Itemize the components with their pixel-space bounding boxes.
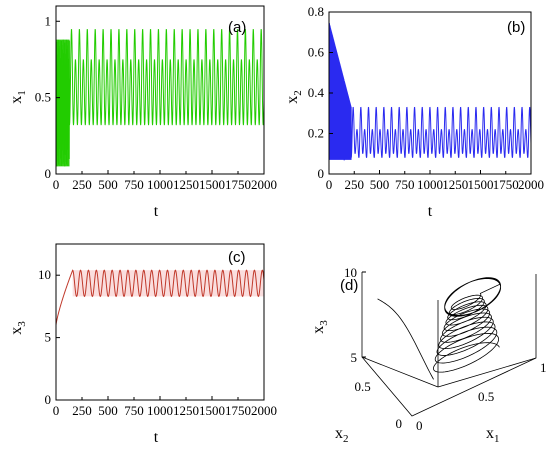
panel-d-xlabel: x1 bbox=[486, 425, 500, 445]
panel-b-xtick-label: 2000 bbox=[518, 177, 544, 192]
panel-a-xtick-label: 1500 bbox=[199, 177, 225, 192]
panel-d-floor-front bbox=[361, 356, 537, 417]
panel-b-ylabel-subscript: 2 bbox=[292, 90, 304, 96]
panel-c-xtick-label: 2000 bbox=[251, 403, 277, 418]
panel-d-zlabel: x3 bbox=[310, 320, 330, 334]
panel-a-ytick-label: 0 bbox=[45, 166, 52, 181]
panel-d-ylabel: x2 bbox=[335, 425, 349, 445]
panel-b-xtick-label: 1000 bbox=[417, 177, 443, 192]
panel-c-label: (c) bbox=[228, 249, 246, 266]
panel-b-xtick-label: 1500 bbox=[468, 177, 494, 192]
panel-a-ytick-label: 1 bbox=[45, 13, 52, 28]
panel-a-ytick-label: 0.5 bbox=[35, 90, 51, 105]
panel-b-ticks: 0 500 1000 1500 2000 250 750 1250 1750 0 0.2 0.4 0.6… bbox=[308, 4, 544, 192]
panel-b-plot bbox=[328, 22, 532, 161]
panel-d-initial-curve bbox=[377, 298, 434, 380]
panel-d-label: (d) bbox=[340, 277, 358, 294]
panel-d-back-edge-left bbox=[361, 272, 439, 388]
panel-d-trajectory-line bbox=[432, 277, 502, 373]
panel-a-xtick-minor-label: 250 bbox=[72, 177, 92, 192]
panel-c-xtick-minor-label: 1750 bbox=[225, 403, 251, 418]
panel-b-xtick-label: 500 bbox=[370, 177, 390, 192]
panel-d-xtick-label: 1 bbox=[540, 360, 547, 375]
svg-text:x2: x2 bbox=[284, 90, 304, 104]
svg-text:x3: x3 bbox=[310, 320, 330, 334]
panel-b-ytick-label: 0.2 bbox=[308, 126, 324, 141]
panel-a-ylabel-subscript: 1 bbox=[16, 90, 28, 96]
panel-b-xtick-minor-label: 1250 bbox=[442, 177, 468, 192]
panel-a-xtick-minor-label: 1750 bbox=[225, 177, 251, 192]
panel-d-zlabel-subscript: 3 bbox=[318, 320, 330, 326]
panel-d-ticks: 5 10 0 0.5 0 0.5 1 bbox=[344, 265, 547, 433]
panel-d-xlabel-subscript: 1 bbox=[494, 433, 500, 445]
panel-d-xtick-label: 0.5 bbox=[478, 389, 494, 404]
svg-text:x3: x3 bbox=[8, 321, 28, 335]
panel-a-xtick-label: 500 bbox=[98, 177, 118, 192]
panel-c-ylabel: x3 bbox=[8, 321, 28, 335]
panel-c-xtick-minor-label: 250 bbox=[72, 403, 92, 418]
panel-c-xtick-minor-label: 750 bbox=[124, 403, 144, 418]
panel-d-ytick-label: 0.5 bbox=[355, 379, 371, 394]
panel-c: 0 500 1000 1500 2000 250 750 1250 1750 0 5 10 (c) t… bbox=[8, 243, 277, 446]
panel-d-ylabel-subscript: 2 bbox=[343, 433, 349, 445]
panel-a-xtick-minor-label: 1250 bbox=[173, 177, 199, 192]
panel-d-trajectory bbox=[377, 277, 502, 380]
panel-b: 0 500 1000 1500 2000 250 750 1250 1750 0 0.2 0.4 0.6… bbox=[284, 4, 544, 220]
panel-c-plot bbox=[55, 269, 265, 326]
panel-b-ylabel: x2 bbox=[284, 90, 304, 104]
panel-b-series-line bbox=[328, 22, 532, 161]
panel-d-xtick-label: 0 bbox=[416, 418, 423, 433]
panel-b-xtick-minor-label: 750 bbox=[395, 177, 415, 192]
panel-a-series-line bbox=[55, 29, 265, 167]
panel-b-ytick-label: 0 bbox=[318, 166, 325, 181]
panel-b-ytick-label: 0.4 bbox=[308, 85, 325, 100]
panel-b-label: (b) bbox=[507, 19, 525, 36]
panel-c-ytick-label: 5 bbox=[45, 330, 52, 345]
panel-a-ticks: 0 500 1000 1500 2000 250 750 1250 1750 0 0.5 1 bbox=[35, 13, 277, 192]
panel-c-frame bbox=[55, 243, 265, 401]
panel-a-xtick-minor-label: 750 bbox=[124, 177, 144, 192]
panel-c-xtick-label: 500 bbox=[98, 403, 118, 418]
panel-d: 5 10 0 0.5 0 0.5 1 (d) x3 x2 x1 bbox=[310, 265, 547, 445]
panel-d-ztick-label: 5 bbox=[351, 350, 358, 365]
svg-text:x1: x1 bbox=[8, 90, 28, 104]
panel-c-xtick-minor-label: 1250 bbox=[173, 403, 199, 418]
panel-d-ytick-label: 0 bbox=[396, 416, 403, 431]
panel-c-xlabel: t bbox=[154, 429, 159, 446]
panel-a-xlabel: t bbox=[154, 203, 159, 220]
panel-c-xtick-label: 1000 bbox=[147, 403, 173, 418]
panel-c-ytick-label: 0 bbox=[45, 392, 52, 407]
panel-a-label: (a) bbox=[228, 19, 246, 36]
panel-c-ytick-label: 10 bbox=[38, 267, 51, 282]
panel-a-plot bbox=[55, 29, 265, 167]
panel-c-series-line bbox=[55, 269, 265, 326]
panel-a-ylabel: x1 bbox=[8, 90, 28, 104]
panel-b-ytick-label: 0.6 bbox=[308, 45, 325, 60]
panel-a-xtick-label: 0 bbox=[53, 177, 60, 192]
panel-b-xlabel: t bbox=[428, 203, 433, 220]
panel-a-xtick-label: 2000 bbox=[251, 177, 277, 192]
panel-b-ytick-label: 0.8 bbox=[308, 4, 324, 19]
panel-c-ticks: 0 500 1000 1500 2000 250 750 1250 1750 0 5 10 bbox=[38, 267, 277, 418]
panel-c-xtick-label: 0 bbox=[53, 403, 60, 418]
panel-c-xtick-label: 1500 bbox=[199, 403, 225, 418]
panel-d-box bbox=[361, 272, 537, 417]
panel-c-ylabel-subscript: 3 bbox=[16, 321, 28, 327]
panel-a-xtick-label: 1000 bbox=[147, 177, 173, 192]
panel-b-xtick-label: 0 bbox=[326, 177, 333, 192]
panel-d-ztick-label: 10 bbox=[344, 265, 357, 280]
panel-b-xtick-minor-label: 250 bbox=[345, 177, 365, 192]
panel-b-xtick-minor-label: 1750 bbox=[493, 177, 519, 192]
